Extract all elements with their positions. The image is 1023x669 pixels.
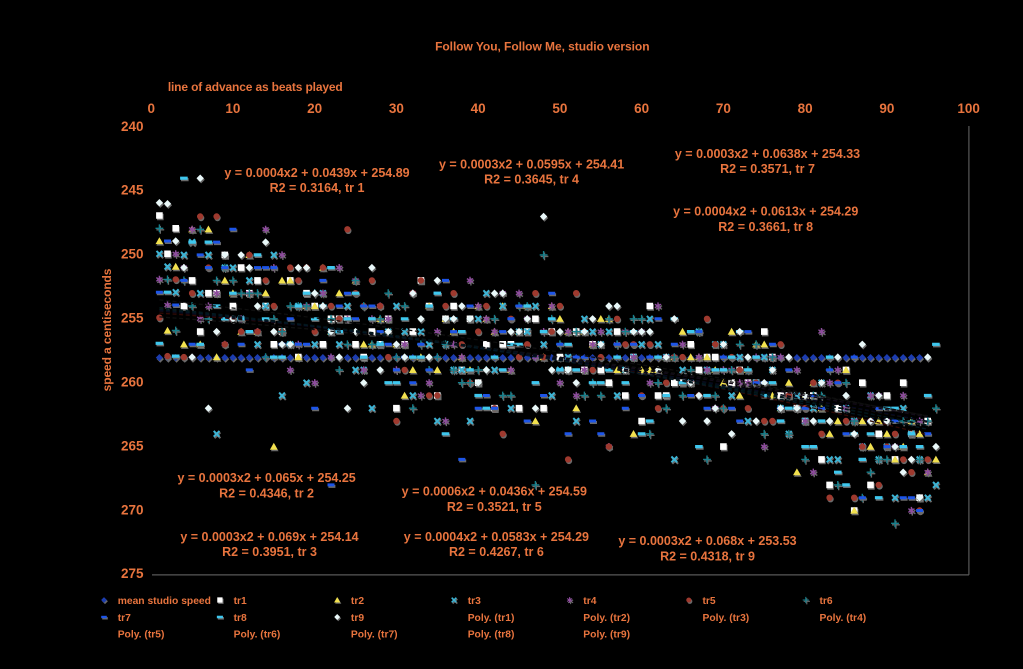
svg-text:50: 50: [552, 101, 567, 116]
svg-text:0: 0: [147, 101, 155, 116]
svg-text:10: 10: [225, 101, 240, 116]
svg-text:R2 = 0.3571, tr 7: R2 = 0.3571, tr 7: [720, 162, 815, 176]
svg-text:60: 60: [634, 101, 649, 116]
svg-text:y = 0.0004x2 + 0.0613x + 254.2: y = 0.0004x2 + 0.0613x + 254.29: [673, 205, 858, 219]
svg-text:Poly. (tr1): Poly. (tr1): [468, 613, 515, 624]
svg-text:20: 20: [307, 101, 322, 116]
svg-text:tr6: tr6: [820, 596, 833, 607]
svg-text:R2 = 0.3661, tr 8: R2 = 0.3661, tr 8: [718, 220, 813, 234]
svg-text:Poly. (tr5): Poly. (tr5): [118, 629, 165, 640]
svg-text:y = 0.0003x2 + 0.069x + 254.14: y = 0.0003x2 + 0.069x + 254.14: [180, 530, 358, 544]
svg-text:245: 245: [121, 183, 144, 198]
svg-text:tr7: tr7: [118, 613, 131, 624]
svg-text:70: 70: [716, 101, 731, 116]
svg-text:R2 = 0.3164, tr 1: R2 = 0.3164, tr 1: [270, 181, 365, 195]
svg-text:30: 30: [389, 101, 404, 116]
svg-text:y = 0.0003x2 + 0.065x + 254.25: y = 0.0003x2 + 0.065x + 254.25: [177, 471, 355, 485]
svg-text:R2 = 0.4346, tr 2: R2 = 0.4346, tr 2: [219, 486, 314, 500]
svg-text:255: 255: [121, 311, 144, 326]
svg-text:R2 = 0.4318, tr 9: R2 = 0.4318, tr 9: [660, 549, 755, 563]
svg-text:R2 = 0.3951, tr 3: R2 = 0.3951, tr 3: [222, 545, 317, 559]
svg-text:40: 40: [471, 101, 486, 116]
svg-text:260: 260: [121, 375, 144, 390]
svg-text:y = 0.0004x2 + 0.0583x + 254.2: y = 0.0004x2 + 0.0583x + 254.29: [404, 530, 589, 544]
svg-text:tr2: tr2: [351, 596, 364, 607]
svg-text:tr4: tr4: [583, 596, 596, 607]
svg-text:mean studio speed: mean studio speed: [118, 596, 211, 607]
svg-text:y = 0.0003x2 + 0.0638x + 254.3: y = 0.0003x2 + 0.0638x + 254.33: [675, 147, 860, 161]
svg-text:275: 275: [121, 566, 144, 581]
svg-text:R2 = 0.4267, tr 6: R2 = 0.4267, tr 6: [449, 545, 544, 559]
svg-text:100: 100: [957, 101, 980, 116]
svg-text:line of advance as beats playe: line of advance as beats played: [168, 80, 343, 94]
svg-text:y = 0.0006x2 + 0.0436x + 254.5: y = 0.0006x2 + 0.0436x + 254.59: [402, 485, 587, 499]
svg-text:Poly. (tr7): Poly. (tr7): [351, 629, 398, 640]
svg-text:tr9: tr9: [351, 613, 364, 624]
svg-text:y = 0.0003x2 + 0.068x + 253.53: y = 0.0003x2 + 0.068x + 253.53: [618, 534, 796, 548]
svg-text:265: 265: [121, 438, 144, 453]
svg-text:250: 250: [121, 247, 144, 262]
svg-text:y = 0.0004x2 + 0.0439x + 254.8: y = 0.0004x2 + 0.0439x + 254.89: [224, 166, 409, 180]
svg-text:90: 90: [879, 101, 894, 116]
svg-text:80: 80: [798, 101, 813, 116]
svg-text:tr5: tr5: [703, 596, 716, 607]
svg-text:R2 = 0.3521, tr 5: R2 = 0.3521, tr 5: [447, 500, 542, 514]
svg-text:tr8: tr8: [234, 613, 247, 624]
svg-text:Follow You, Follow Me, studio: Follow You, Follow Me, studio version: [435, 40, 649, 54]
svg-text:tr1: tr1: [234, 596, 247, 607]
svg-text:Poly. (tr3): Poly. (tr3): [703, 613, 750, 624]
svg-text:270: 270: [121, 502, 144, 517]
svg-text:240: 240: [121, 119, 144, 134]
svg-text:Poly. (tr8): Poly. (tr8): [468, 629, 515, 640]
svg-text:Poly. (tr2): Poly. (tr2): [583, 613, 630, 624]
svg-text:Poly. (tr4): Poly. (tr4): [820, 613, 867, 624]
svg-text:Poly. (tr9): Poly. (tr9): [583, 629, 630, 640]
svg-text:tr3: tr3: [468, 596, 481, 607]
svg-text:speed a centiseconds: speed a centiseconds: [100, 268, 114, 391]
svg-text:y = 0.0003x2 + 0.0595x + 254.4: y = 0.0003x2 + 0.0595x + 254.41: [439, 157, 624, 171]
svg-text:R2 = 0.3645, tr 4: R2 = 0.3645, tr 4: [484, 173, 579, 187]
svg-text:Poly. (tr6): Poly. (tr6): [234, 629, 281, 640]
